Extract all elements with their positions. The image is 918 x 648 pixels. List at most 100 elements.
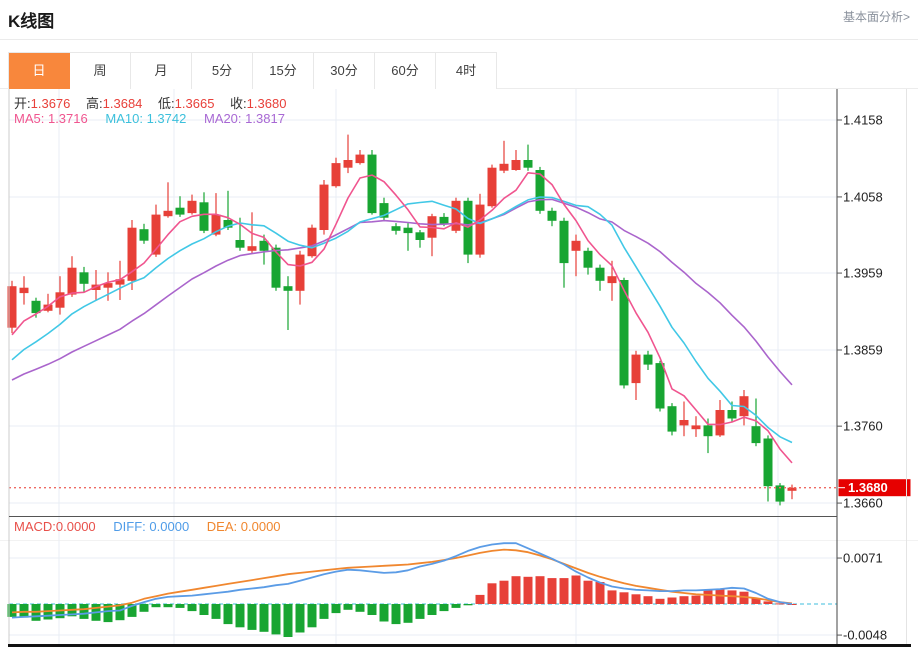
macd-bar — [643, 596, 653, 604]
macd-bar — [511, 576, 521, 604]
high-value: 1.3684 — [102, 96, 143, 111]
candle-body — [643, 354, 653, 365]
macd-bar — [523, 576, 533, 604]
candle-body — [763, 438, 773, 487]
ma20-line — [11, 198, 793, 386]
tab-30min[interactable]: 30分 — [314, 53, 375, 89]
macd-bar — [727, 590, 737, 604]
macd-bar — [655, 598, 665, 604]
macd-bar — [607, 590, 617, 604]
candle-body — [139, 229, 149, 241]
macd-bar — [583, 580, 593, 604]
candle-body — [211, 214, 221, 235]
candle-body — [583, 250, 593, 268]
macd-bar — [763, 601, 773, 604]
macd-bar — [187, 604, 197, 612]
tab-4hour[interactable]: 4时 — [436, 53, 497, 89]
macd-bar — [199, 604, 209, 615]
candle-body — [223, 220, 233, 228]
candle-body — [691, 425, 701, 430]
macd-bar — [403, 604, 413, 623]
candle-body — [619, 280, 629, 386]
candle-body — [751, 426, 761, 444]
fundamental-analysis-link[interactable]: 基本面分析> — [842, 10, 910, 24]
macd-bar — [787, 604, 797, 605]
macd-bar — [127, 604, 137, 617]
candle-body — [715, 410, 725, 436]
candle-body — [103, 283, 113, 288]
candle-body — [55, 292, 65, 308]
candle-body — [775, 485, 785, 502]
candle-body — [667, 406, 677, 432]
ma-legend: MA5: 1.3716 MA10: 1.3742 MA20: 1.3817 — [14, 111, 299, 126]
candle-body — [475, 204, 485, 255]
macd-bar — [223, 604, 233, 625]
open-value: 1.3676 — [30, 96, 71, 111]
macd-bar — [331, 604, 341, 614]
ma10-line — [11, 196, 793, 444]
macd-bar — [175, 604, 185, 608]
tab-5min[interactable]: 5分 — [192, 53, 253, 89]
candle-body — [631, 354, 641, 384]
tab-month[interactable]: 月 — [131, 53, 192, 89]
candle-body — [67, 267, 77, 295]
tab-15min[interactable]: 15分 — [253, 53, 314, 89]
ma5-line — [11, 172, 793, 464]
tab-60min[interactable]: 60分 — [375, 53, 436, 89]
tab-day[interactable]: 日 — [9, 53, 70, 89]
candle-body — [523, 160, 533, 168]
candle-body — [379, 203, 389, 218]
macd-bar — [775, 603, 785, 605]
candle-body — [403, 227, 413, 234]
macd-bar — [739, 591, 749, 604]
macd-bar — [679, 596, 689, 604]
macd-bar — [475, 594, 485, 604]
candle-body — [571, 240, 581, 251]
candle-body — [283, 286, 293, 291]
candle-body — [607, 276, 617, 284]
macd-bar — [79, 604, 89, 619]
macd-bar — [307, 604, 317, 628]
ma10-legend: MA10: 1.3742 — [105, 111, 187, 126]
close-label: 收: — [230, 96, 247, 111]
candle-body — [247, 246, 257, 251]
high-label: 高: — [86, 96, 103, 111]
candle-body — [271, 247, 281, 288]
axis-tick-label: 1.3859 — [843, 343, 883, 358]
candle-body — [595, 267, 605, 281]
candle-body — [163, 210, 173, 217]
candle-body — [367, 154, 377, 214]
ma-lines-layer — [11, 172, 793, 464]
candle-body — [727, 410, 737, 419]
candle-body — [127, 227, 137, 281]
macd-bar — [415, 604, 425, 619]
candle-body — [655, 363, 665, 409]
macd-bar — [139, 604, 149, 612]
macd-bar — [595, 582, 605, 604]
candle-body — [451, 200, 461, 231]
candle-body — [235, 240, 245, 248]
diff-line — [11, 542, 793, 619]
tab-week[interactable]: 周 — [70, 53, 131, 89]
axis-tick-label: 1.4158 — [843, 113, 883, 128]
close-value: 1.3680 — [246, 96, 287, 111]
macd-bars-layer — [7, 575, 797, 637]
candles-layer — [7, 134, 797, 506]
candle-body — [535, 170, 545, 211]
macd-panel-divider — [0, 540, 918, 541]
macd-bar — [19, 604, 29, 618]
candle-body — [391, 226, 401, 231]
dea-value-legend: DEA: 0.0000 — [206, 519, 281, 534]
macd-bar — [535, 576, 545, 604]
y-axis-labels: 1.4158 1.4058 1.3959 1.3859 1.3760 1.3660 0.00… — [837, 113, 887, 643]
candle-body — [331, 163, 341, 187]
current-price-badge-label: 1.3680 — [848, 480, 888, 495]
macd-bar — [631, 594, 641, 604]
ohlc-legend: 开:1.3676 高:1.3684 低:1.3665 收:1.3680 — [14, 93, 298, 112]
macd-bar — [559, 578, 569, 604]
macd-bar — [343, 604, 353, 610]
current-price-badge: 1.3680 — [838, 479, 911, 497]
axis-tick-label: 0.0071 — [843, 551, 883, 566]
